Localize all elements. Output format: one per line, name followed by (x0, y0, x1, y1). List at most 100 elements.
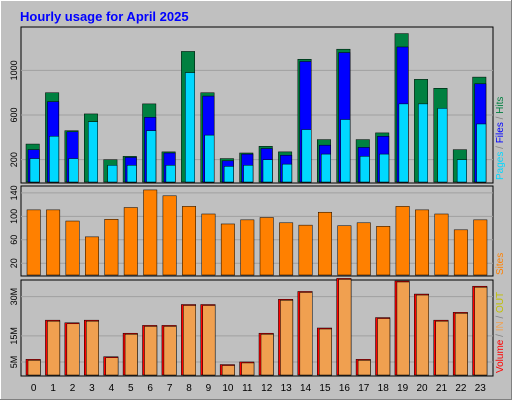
bar-in-hour-23 (474, 286, 488, 376)
bar-pages-hour-21 (437, 108, 448, 183)
bar-in-hour-19 (396, 281, 410, 376)
bar-sites-hour-8 (182, 206, 196, 276)
bar-pages-hour-0 (29, 158, 40, 183)
bar-in-hour-12 (260, 333, 274, 376)
panel-3-y-tick-label: 30M (9, 288, 19, 306)
bar-sites-hour-0 (26, 209, 41, 276)
bar-pages-hour-9 (204, 134, 215, 183)
panel-3-plot-border (20, 279, 494, 377)
bar-sites-hour-14 (298, 224, 313, 276)
bar-in-hour-8 (183, 305, 196, 376)
bar-sites-hour-18 (376, 226, 391, 276)
bar-sites-hour-21 (434, 213, 449, 276)
panel-2-y-tick-label: 60 (9, 235, 19, 245)
bar-in-hour-0 (27, 360, 41, 376)
bar-sites-hour-1 (46, 209, 61, 276)
panel-1-y-tick-label: 200 (9, 152, 19, 167)
bar-in-hour-5 (124, 333, 138, 376)
bar-in-hour-22 (454, 313, 468, 376)
bar-pages-hour-8 (185, 72, 195, 183)
bar-in-hour-14 (299, 292, 313, 376)
x-tick-label-hour-2: 2 (70, 383, 76, 394)
x-axis-labels: 0 1 2 3 4 5 6 7 8 9 10 11 12 13 14 15 16 17 18 19 20 21 22 23 (31, 383, 486, 394)
bar-sites-hour-19 (395, 206, 410, 276)
bar-sites-hour-22 (453, 229, 468, 276)
bar-in-hour-21 (435, 320, 449, 376)
bar-sites-hour-7 (162, 195, 177, 276)
legend-sites: Sites (495, 253, 506, 275)
x-tick-label-hour-9: 9 (206, 383, 212, 394)
x-tick-label-hour-0: 0 (31, 383, 37, 394)
bar-in-hour-7 (163, 326, 177, 376)
x-tick-label-hour-18: 18 (378, 383, 390, 394)
bar-pages-hour-4 (107, 165, 118, 183)
bar-sites-hour-12 (259, 217, 274, 276)
x-tick-label-hour-6: 6 (147, 383, 153, 394)
bar-pages-hour-10 (223, 166, 234, 183)
x-tick-label-hour-19: 19 (397, 383, 409, 394)
bar-pages-hour-5 (126, 165, 137, 183)
x-tick-label-hour-17: 17 (358, 383, 370, 394)
bar-pages-hour-3 (88, 121, 98, 183)
bar-pages-hour-18 (379, 153, 390, 183)
chart-title: Hourly usage for April 2025 (20, 9, 189, 24)
panel-sites: 20 60 100 140 Sites (3, 185, 507, 277)
x-tick-label-hour-11: 11 (242, 383, 253, 394)
x-tick-label-hour-23: 23 (475, 383, 487, 394)
bar-pages-hour-22 (456, 159, 467, 183)
bar-in-hour-16 (338, 279, 352, 376)
bar-sites-hour-20 (415, 209, 430, 276)
panel-volume: 5M 15M 30M Volume / IN / OUT (3, 278, 507, 377)
panel-2-plot-border (20, 185, 494, 277)
panel-1-plot-border (20, 26, 494, 184)
bar-in-hour-20 (416, 294, 430, 376)
bar-pages-hour-16 (340, 119, 351, 183)
bar-pages-hour-11 (243, 165, 254, 183)
bar-sites-hour-5 (123, 207, 138, 276)
x-tick-label-hour-4: 4 (109, 383, 115, 394)
bar-in-hour-1 (47, 320, 61, 376)
x-tick-label-hour-8: 8 (186, 383, 192, 394)
panel-3-y-tick-label: 15M (9, 327, 19, 345)
bar-sites-hour-9 (201, 213, 216, 276)
panel-1-y-tick-label: 1000 (9, 60, 19, 80)
bar-pages-hour-19 (398, 103, 409, 183)
x-tick-label-hour-5: 5 (128, 383, 134, 394)
bar-in-hour-18 (377, 318, 391, 376)
panel-1-y-tick-label: 600 (9, 108, 19, 123)
legend-volume-in-out: Volume / IN / OUT (495, 292, 506, 373)
bar-pages-hour-13 (282, 163, 293, 183)
x-tick-label-hour-15: 15 (319, 383, 331, 394)
bar-in-hour-13 (280, 300, 294, 376)
bar-in-hour-3 (86, 320, 99, 376)
x-tick-label-hour-21: 21 (436, 383, 448, 394)
chart-panels: 200 600 1000 Pages / Files / Hits 20 60 100 140… (3, 26, 507, 377)
bar-sites-hour-13 (279, 222, 294, 276)
bar-pages-hour-6 (146, 130, 157, 183)
x-tick-label-hour-1: 1 (50, 383, 56, 394)
bar-pages-hour-17 (359, 156, 370, 183)
bar-sites-hour-10 (220, 223, 235, 276)
legend-hits-files-pages: Pages / Files / Hits (495, 97, 506, 180)
x-tick-label-hour-16: 16 (339, 383, 351, 394)
panel-3-y-tick-label: 5M (9, 356, 19, 369)
x-tick-label-hour-13: 13 (281, 383, 293, 394)
bar-pages-hour-7 (165, 165, 176, 183)
bar-pages-hour-1 (49, 135, 60, 183)
bar-sites-hour-23 (473, 219, 488, 276)
bar-sites-hour-3 (85, 236, 99, 276)
bar-sites-hour-17 (356, 222, 371, 276)
bar-sites-hour-11 (240, 219, 255, 276)
bar-in-hour-10 (221, 365, 235, 376)
x-tick-label-hour-20: 20 (416, 383, 428, 394)
bar-sites-hour-15 (318, 211, 332, 276)
panel-1-background (3, 26, 507, 184)
x-tick-label-hour-10: 10 (222, 383, 234, 394)
panel-2-y-tick-label: 100 (9, 209, 19, 224)
bar-in-hour-9 (202, 305, 216, 376)
bar-sites-hour-4 (104, 219, 119, 276)
bar-pages-hour-14 (301, 129, 312, 183)
bar-in-hour-17 (357, 360, 371, 376)
x-tick-label-hour-14: 14 (300, 383, 312, 394)
bar-sites-hour-16 (337, 225, 352, 276)
